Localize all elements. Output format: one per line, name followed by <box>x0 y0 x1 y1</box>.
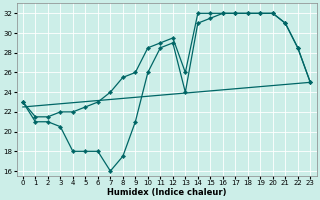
X-axis label: Humidex (Indice chaleur): Humidex (Indice chaleur) <box>107 188 226 197</box>
